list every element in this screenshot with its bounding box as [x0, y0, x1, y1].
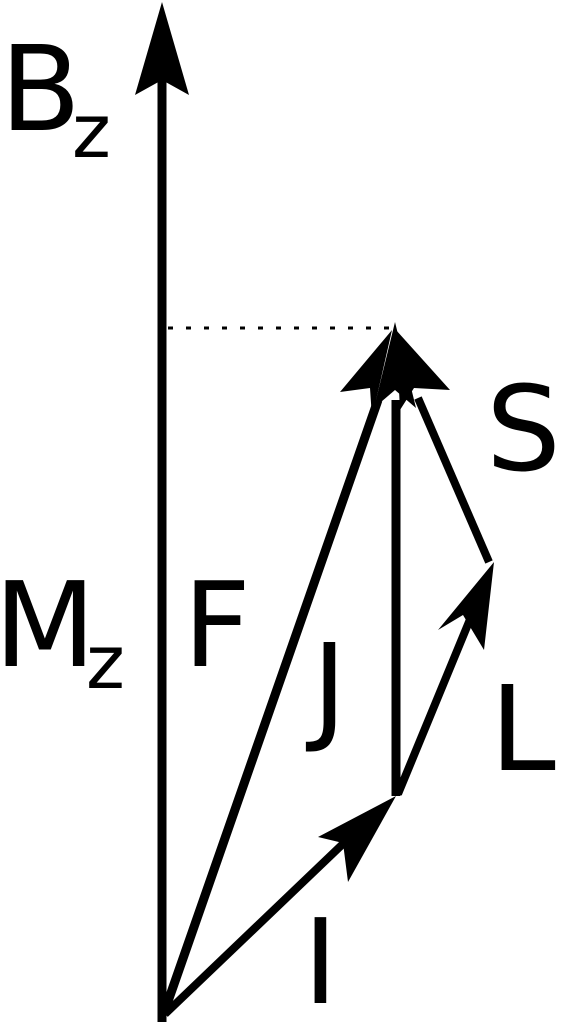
vector-s-label: S [486, 360, 561, 498]
vector-i-arrowhead [318, 796, 396, 882]
vector-l [394, 598, 482, 796]
bz-axis-arrowhead [135, 2, 189, 95]
vector-f [160, 398, 383, 1012]
vector-i [162, 815, 373, 1017]
vector-l-arrowhead [438, 562, 494, 650]
mz-label: M [0, 556, 96, 694]
bz-label: B [0, 20, 81, 158]
mz-label-subscript: z [86, 620, 125, 706]
bz-label-subscript: z [72, 89, 111, 175]
vector-i-label: I [303, 893, 338, 1024]
vector-l-label: L [490, 660, 556, 798]
vector-s-arrowhead [396, 330, 450, 410]
vector-s [414, 396, 493, 564]
vector-f-label: F [183, 556, 251, 694]
vector-j-label: J [305, 618, 347, 756]
vector-f-arrowhead [340, 330, 392, 418]
